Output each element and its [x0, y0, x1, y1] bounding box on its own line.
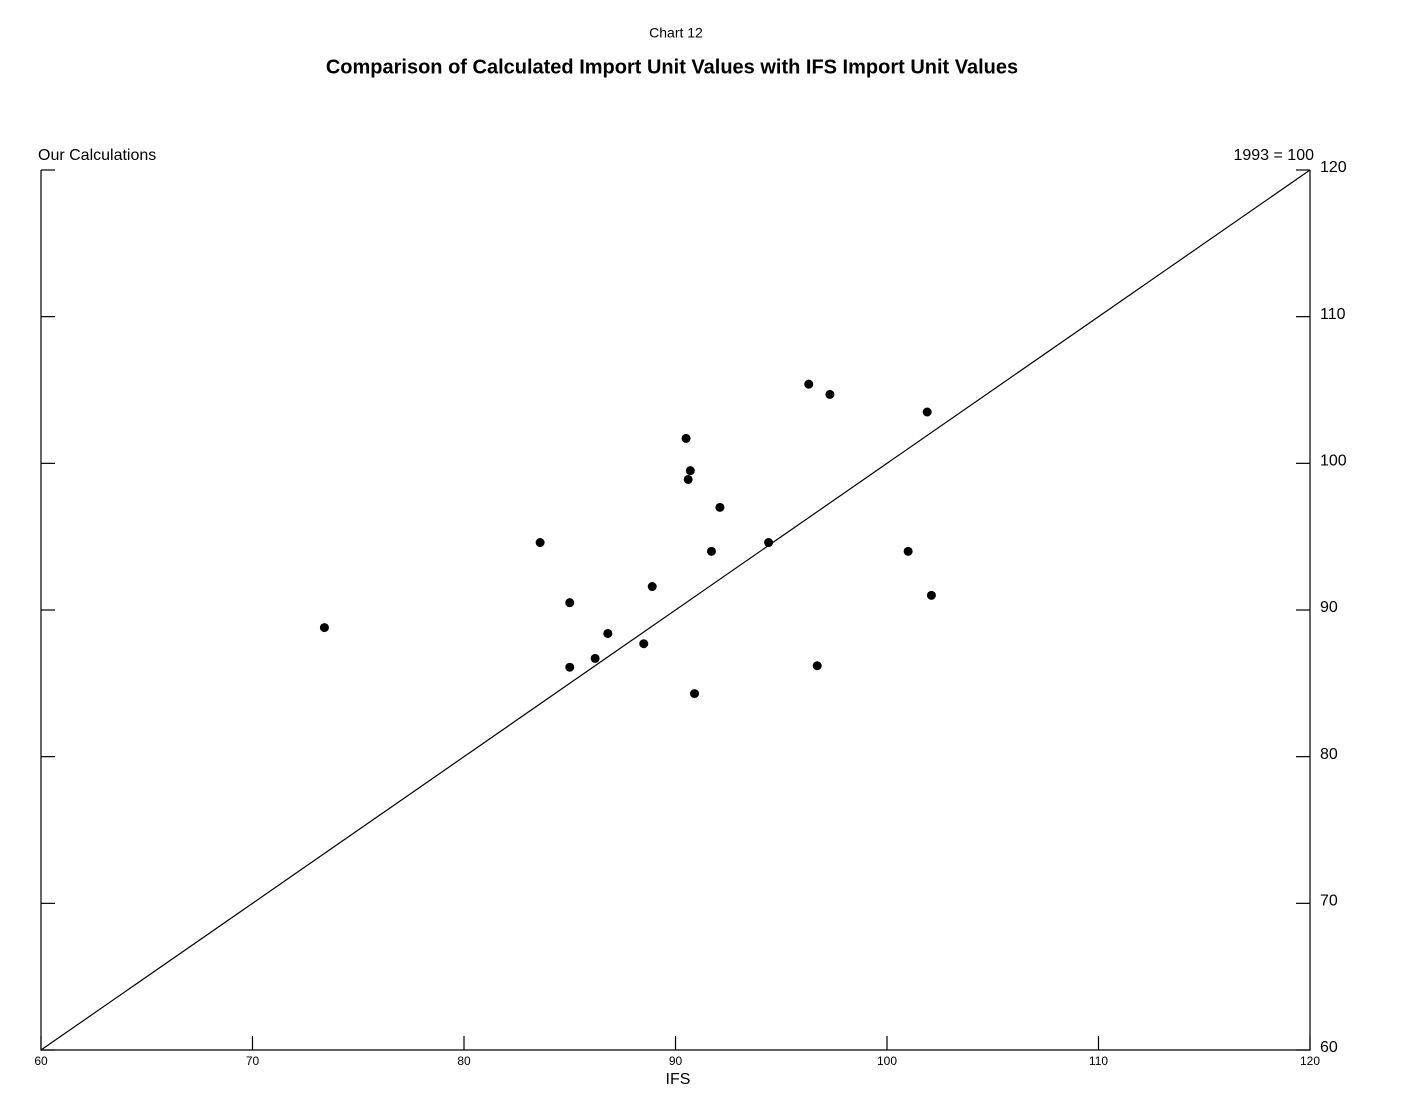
point: [319, 623, 329, 633]
x-tick-label: 90: [669, 1054, 683, 1068]
point: [764, 538, 774, 548]
x-tick-label: 100: [877, 1054, 897, 1068]
point: [690, 689, 700, 699]
note: 1993 = 100: [1233, 147, 1314, 164]
point: [647, 582, 657, 592]
x-tick-label: 70: [246, 1054, 260, 1068]
point: [683, 474, 693, 484]
x-axis-label: IFS: [666, 1071, 691, 1088]
x-tick-label: 60: [34, 1054, 48, 1068]
x-tick-label: 110: [1089, 1054, 1108, 1068]
point: [926, 590, 936, 600]
y-tick-label: 120: [1320, 159, 1347, 176]
x-tick-label: 120: [1300, 1054, 1320, 1068]
point: [903, 546, 913, 556]
point: [681, 433, 691, 443]
y-tick-label: 60: [1320, 1039, 1338, 1056]
point: [804, 379, 814, 389]
y-tick-label: 70: [1320, 893, 1338, 910]
point: [565, 598, 575, 608]
point: [639, 639, 649, 649]
point: [825, 389, 835, 399]
x-tick-label: 80: [457, 1054, 471, 1068]
point: [535, 538, 545, 548]
point: [922, 407, 932, 417]
y-tick-label: 110: [1320, 306, 1346, 323]
y-tick-label: 80: [1320, 746, 1338, 763]
point: [590, 653, 600, 663]
point: [565, 662, 575, 672]
y-axis-label: Our Calculations: [38, 147, 156, 164]
point: [603, 628, 613, 638]
y-tick-label: 100: [1320, 453, 1347, 470]
point: [706, 546, 716, 556]
point: [685, 466, 695, 476]
point: [715, 502, 725, 512]
y-tick-label: 90: [1320, 599, 1338, 616]
reference-line: [40, 169, 1311, 1051]
chart-subtitle: Chart 12: [649, 25, 703, 41]
point: [812, 661, 822, 671]
chart-title: Comparison of Calculated Import Unit Val…: [326, 56, 1018, 78]
